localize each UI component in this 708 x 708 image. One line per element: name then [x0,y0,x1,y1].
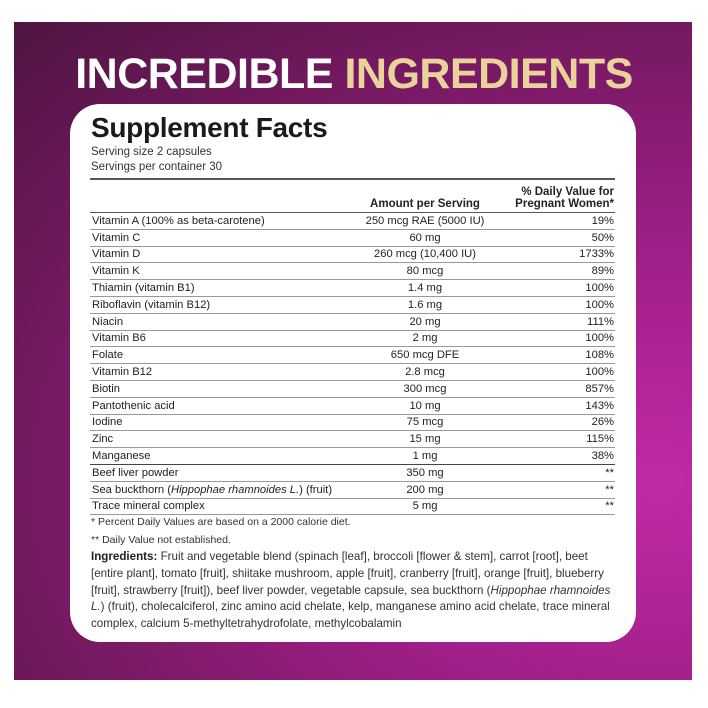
nutrient-name: Zinc [90,430,360,449]
nutrient-name: Vitamin A (100% as beta-carotene) [90,212,360,230]
amount: 260 mcg (10,400 IU) [360,246,490,264]
table-row: Riboflavin (vitamin B12) 1.6 mg 100% [90,296,615,314]
nutrient-name: Niacin [90,313,360,331]
nutrient-name: Pantothenic acid [90,397,360,415]
nutrient-name: Vitamin C [90,229,360,247]
nutrient-name: Riboflavin (vitamin B12) [90,296,360,314]
nutrient-name: Vitamin B12 [90,363,360,381]
footnote-not-established: ** Daily Value not established. [91,534,231,546]
table-row: Vitamin K 80 mcg 89% [90,262,615,281]
daily-value: 100% [490,363,615,381]
nutrient-name: Iodine [90,414,360,432]
daily-value: 143% [490,397,615,415]
header-dv: % Daily Value for Pregnant Women* [490,178,615,213]
nutrient-name: Folate [90,346,360,365]
table-row: Zinc 15 mg 115% [90,430,615,449]
headline-gold: INGREDIENTS [344,50,633,98]
facts-table: Amount per Serving % Daily Value for Preg… [90,178,615,516]
table-row: Thiamin (vitamin B1) 1.4 mg 100% [90,279,615,297]
table-row: Vitamin C 60 mg 50% [90,229,615,247]
nutrient-name: Thiamin (vitamin B1) [90,279,360,297]
nutrient-name: Sea buckthorn (Hippophae rhamnoides L.) … [90,481,360,499]
amount: 650 mcg DFE [360,346,490,365]
daily-value: 111% [490,313,615,331]
headline-white: INCREDIBLE [75,50,333,98]
ingredients: Ingredients: Fruit and vegetable blend (… [91,550,611,631]
table-row: Biotin 300 mcg 857% [90,380,615,398]
nutrient-name: Manganese [90,447,360,465]
amount: 80 mcg [360,262,490,281]
amount: 2.8 mcg [360,363,490,381]
daily-value: 108% [490,346,615,365]
supplement-facts-card: Supplement Facts Serving size 2 capsules… [70,104,636,642]
amount: 75 mcg [360,414,490,432]
daily-value: 100% [490,296,615,314]
daily-value: 50% [490,229,615,247]
nutrient-name: Beef liver powder [90,464,360,482]
serving-size: Serving size 2 capsules [91,146,212,158]
amount: 60 mg [360,229,490,247]
facts-title: Supplement Facts [91,112,328,143]
daily-value: 38% [490,447,615,465]
table-row: Vitamin D 260 mcg (10,400 IU) 1733% [90,246,615,264]
nutrient-name: Vitamin K [90,262,360,281]
daily-value: ** [490,481,615,499]
amount: 200 mg [360,481,490,499]
daily-value: 89% [490,262,615,281]
table-row: Niacin 20 mg 111% [90,313,615,331]
amount: 1 mg [360,447,490,465]
daily-value: 100% [490,330,615,348]
servings-per-container: Servings per container 30 [91,161,223,173]
table-row: Trace mineral complex 5 mg ** [90,498,615,516]
table-row: Vitamin A (100% as beta-carotene) 250 mcg… [90,212,615,230]
daily-value: ** [490,464,615,482]
daily-value: 1733% [490,246,615,264]
amount: 10 mg [360,397,490,415]
table-row: Vitamin B6 2 mg 100% [90,330,615,348]
nutrient-name: Vitamin B6 [90,330,360,348]
amount: 300 mcg [360,380,490,398]
daily-value: 26% [490,414,615,432]
daily-value: 19% [490,212,615,230]
amount: 5 mg [360,498,490,516]
amount: 1.4 mg [360,279,490,297]
amount: 250 mcg RAE (5000 IU) [360,212,490,230]
amount: 1.6 mg [360,296,490,314]
headline: INCREDIBLE INGREDIENTS [0,50,708,99]
amount: 350 mg [360,464,490,482]
daily-value: 857% [490,380,615,398]
table-row: Beef liver powder 350 mg ** [90,464,615,482]
header-amount: Amount per Serving [360,178,490,213]
nutrient-name: Biotin [90,380,360,398]
table-row: Iodine 75 mcg 26% [90,414,615,432]
amount: 2 mg [360,330,490,348]
nutrient-name: Trace mineral complex [90,498,360,516]
table-row: Folate 650 mcg DFE 108% [90,346,615,365]
amount: 20 mg [360,313,490,331]
table-row: Sea buckthorn (Hippophae rhamnoides L.) … [90,481,615,499]
daily-value: ** [490,498,615,516]
footnote-dv: * Percent Daily Values are based on a 20… [91,516,351,528]
daily-value: 100% [490,279,615,297]
amount: 15 mg [360,430,490,449]
table-row: Vitamin B12 2.8 mcg 100% [90,363,615,381]
table-row: Pantothenic acid 10 mg 143% [90,397,615,415]
table-row: Manganese 1 mg 38% [90,447,615,465]
nutrient-name: Vitamin D [90,246,360,264]
daily-value: 115% [490,430,615,449]
